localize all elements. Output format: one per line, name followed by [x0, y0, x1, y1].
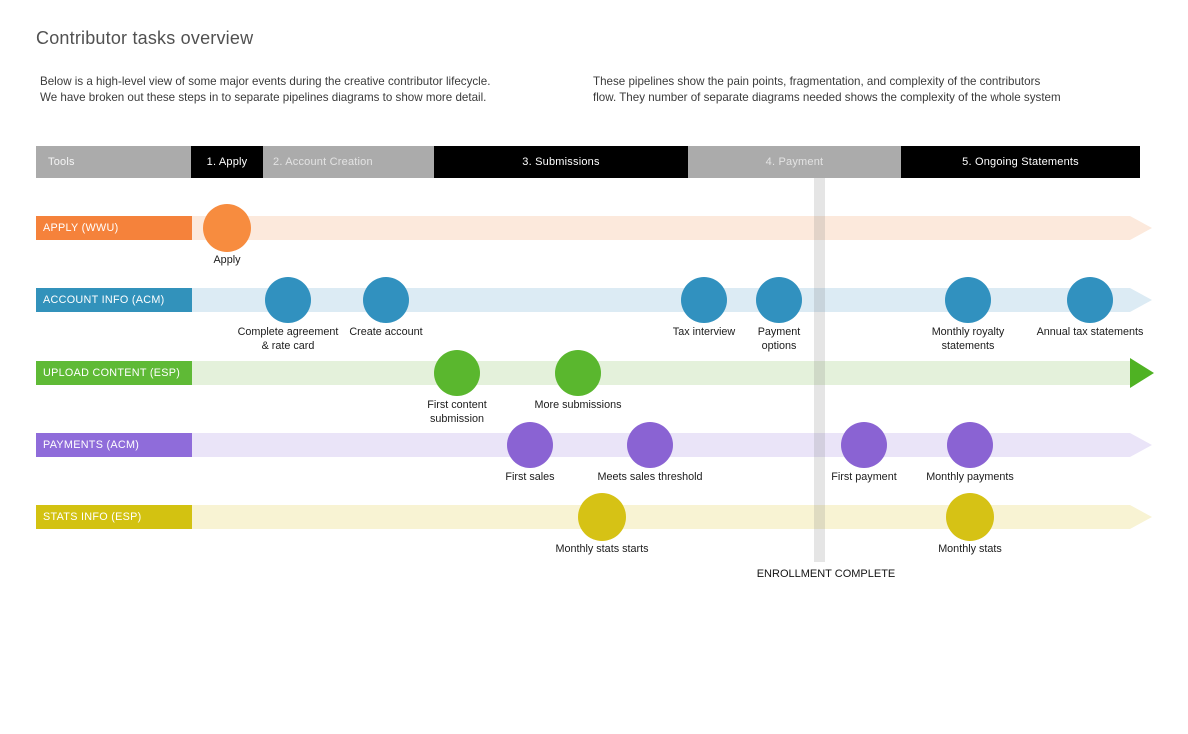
lane-track-upload-content-esp: [192, 361, 1130, 385]
page-title: Contributor tasks overview: [36, 28, 254, 48]
milestone-caption: Payment options: [757, 326, 801, 352]
arrowhead-icon: [1130, 216, 1152, 240]
milestone-caption: Create account: [349, 326, 423, 338]
milestone-caption: Monthly royalty statements: [931, 326, 1005, 352]
arrowhead-icon: [1130, 288, 1152, 312]
milestone-caption: Annual tax statements: [1036, 326, 1144, 338]
milestone-caption: More submissions: [534, 399, 622, 411]
lane-label-upload-content-esp: UPLOAD CONTENT (ESP): [36, 361, 192, 385]
milestone-node: [841, 422, 887, 468]
lane-apply-wwu: APPLY (WWU) Apply: [0, 204, 1188, 266]
milestone-node: [578, 493, 626, 541]
milestone-caption: Monthly payments: [926, 471, 1014, 483]
milestone-node: [1067, 277, 1113, 323]
lane-label-payments-acm: PAYMENTS (ACM): [36, 433, 192, 457]
milestone-node: [945, 277, 991, 323]
milestone-node: [947, 422, 993, 468]
phase-2-account-creation: 2. Account Creation: [263, 146, 434, 178]
enrollment-complete-label: ENROLLMENT COMPLETE: [756, 568, 896, 580]
lane-account-info-acm: ACCOUNT INFO (ACM) Complete agreement & r…: [0, 277, 1188, 352]
phase-4-payment: 4. Payment: [688, 146, 901, 178]
lane-label-stats-info-esp: STATS INFO (ESP): [36, 505, 192, 529]
milestone-caption: Apply: [213, 254, 241, 266]
lane-payments-acm: PAYMENTS (ACM) First sales Meets sales thr…: [0, 422, 1188, 483]
milestone-caption: Monthly stats: [938, 543, 1002, 555]
intro-paragraph-right: These pipelines show the pain points, fr…: [593, 75, 1061, 104]
phase-1-apply: 1. Apply: [191, 146, 263, 178]
lane-label-apply-wwu: APPLY (WWU): [36, 216, 192, 240]
milestone-node: [681, 277, 727, 323]
milestone-caption: Meets sales threshold: [597, 471, 703, 483]
milestone-node: [946, 493, 994, 541]
milestone-caption: Tax interview: [672, 326, 736, 338]
enrollment-complete-marker-bar: [814, 178, 825, 562]
milestone-node: [627, 422, 673, 468]
arrowhead-icon: [1130, 433, 1152, 457]
lane-track-apply-wwu: [192, 216, 1130, 240]
milestone-node: [507, 422, 553, 468]
intro-paragraph-left: Below is a high-level view of some major…: [40, 75, 491, 104]
phase-5-ongoing-statements: 5. Ongoing Statements: [901, 146, 1140, 178]
phase-tools: Tools: [36, 146, 191, 178]
arrowhead-icon: [1130, 358, 1154, 388]
phase-3-submissions: 3. Submissions: [434, 146, 688, 178]
milestone-caption: First payment: [831, 471, 897, 483]
lane-label-account-info-acm: ACCOUNT INFO (ACM): [36, 288, 192, 312]
milestone-node: [756, 277, 802, 323]
milestone-node: [363, 277, 409, 323]
milestone-node: [434, 350, 480, 396]
lane-stats-info-esp: STATS INFO (ESP) Monthly stats starts Mont…: [0, 493, 1188, 555]
arrowhead-icon: [1130, 505, 1152, 529]
milestone-node: [555, 350, 601, 396]
milestone-caption: First content submission: [427, 399, 487, 425]
milestone-node: [265, 277, 311, 323]
milestone-node: [203, 204, 251, 252]
phase-bar: Tools 1. Apply 2. Account Creation 3. Submi…: [36, 146, 1140, 178]
milestone-caption: Monthly stats starts: [555, 543, 649, 555]
lane-upload-content-esp: UPLOAD CONTENT (ESP) First content submis…: [0, 350, 1188, 425]
milestone-caption: Complete agreement & rate card: [237, 326, 339, 352]
milestone-caption: First sales: [505, 471, 555, 483]
